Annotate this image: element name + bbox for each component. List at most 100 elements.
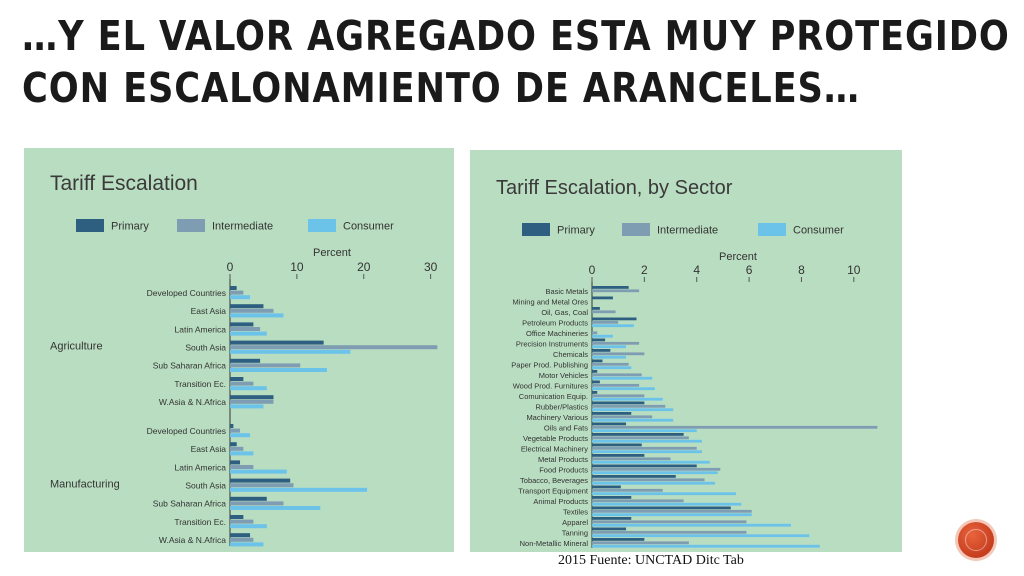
slide-title: …Y EL VALOR AGREGADO ESTA MUY PROTEGIDO …	[22, 10, 1010, 114]
right-chart-bar-13-0	[592, 422, 627, 426]
right-chart-category-label-0: Basic Metals	[545, 287, 588, 296]
right-chart-bar-9-2	[592, 387, 655, 391]
right-chart-bar-15-2	[592, 450, 702, 454]
right-chart-bar-9-1	[592, 383, 640, 387]
left-chart-bar-5-1	[230, 381, 254, 386]
right-chart-bar-9-0	[592, 380, 600, 384]
right-chart-bar-24-1	[592, 541, 689, 545]
right-chart-bar-20-2	[592, 502, 742, 506]
right-chart-bar-2-0	[592, 307, 600, 310]
right-chart-bar-22-2	[592, 523, 791, 527]
right-chart-category-label-9: Wood Prod. Furnitures	[513, 382, 589, 391]
left-chart-category-label-1: East Asia	[191, 306, 227, 316]
right-chart-bar-16-0	[592, 454, 645, 457]
right-chart-bar-19-0	[592, 485, 621, 489]
right-chart-bar-22-1	[592, 520, 747, 524]
right-chart-bar-7-0	[592, 359, 603, 363]
right-chart-category-label-5: Precision Instruments	[516, 340, 588, 349]
left-chart-bar-8-0	[230, 442, 237, 447]
right-chart-bar-14-1	[592, 436, 689, 440]
right-chart-bar-11-0	[592, 401, 645, 405]
right-chart-bar-24-2	[592, 544, 820, 548]
left-chart-legend-label-2: Consumer	[343, 221, 394, 233]
right-chart-bar-10-1	[592, 394, 645, 398]
source-note: 2015 Fuente: UNCTAD Ditc Tab	[558, 553, 744, 568]
right-chart-bar-21-1	[592, 509, 752, 513]
right-chart-legend-swatch-2	[758, 223, 786, 236]
right-chart-bar-11-2	[592, 408, 674, 412]
left-chart-legend-swatch-1	[177, 219, 205, 232]
right-chart-category-label-2: Oil, Gas, Coal	[541, 308, 588, 317]
right-chart-xlabel: Percent	[719, 251, 757, 263]
left-chart-legend-label-0: Primary	[111, 221, 149, 233]
left-chart-tick-label-0: 0	[227, 260, 234, 274]
left-chart-bar-10-1	[230, 483, 294, 488]
left-chart-bar-12-0	[230, 515, 244, 519]
left-chart-bar-9-0	[230, 460, 241, 465]
left-chart-bar-12-2	[230, 524, 267, 529]
right-chart-bar-14-0	[592, 433, 684, 436]
right-chart-bar-12-0	[592, 412, 632, 415]
next-slide-button[interactable]	[958, 522, 994, 558]
right-chart-bar-4-1	[592, 331, 598, 335]
left-chart-category-label-12: Transition Ec.	[174, 517, 226, 527]
left-chart-group-label-1: Manufacturing	[50, 479, 120, 491]
left-chart-category-label-11: Sub Saharan Africa	[153, 499, 227, 509]
right-chart-bar-19-2	[592, 492, 736, 496]
right-chart-bar-17-1	[592, 467, 721, 471]
left-chart-bar-3-1	[230, 345, 438, 350]
right-chart-title: Tariff Escalation, by Sector	[496, 177, 733, 199]
right-chart-category-label-16: Metal Products	[538, 455, 588, 464]
right-chart-bar-15-1	[592, 446, 697, 450]
right-chart-bar-15-0	[592, 443, 642, 447]
left-chart-bar-3-0	[230, 340, 324, 345]
right-chart-bar-11-1	[592, 404, 666, 408]
right-chart-bar-5-2	[592, 345, 627, 349]
right-chart-category-label-7: Paper Prod. Publishing	[511, 361, 588, 370]
right-chart-bar-12-2	[592, 418, 674, 422]
right-chart-category-label-19: Transport Equipment	[518, 487, 589, 496]
right-chart-bar-21-2	[592, 513, 752, 517]
left-chart-bar-9-1	[230, 465, 254, 469]
left-chart-bar-10-0	[230, 478, 291, 483]
left-chart-bar-1-2	[230, 313, 284, 318]
left-chart-bar-7-1	[230, 428, 241, 433]
left-chart-bar-5-0	[230, 377, 244, 381]
left-chart-bar-3-2	[230, 349, 351, 354]
left-chart-legend-swatch-2	[308, 219, 336, 232]
left-chart-category-label-13: W.Asia & N.Africa	[159, 535, 226, 545]
right-chart-category-label-3: Petroleum Products	[522, 319, 588, 328]
right-chart-bar-5-0	[592, 338, 606, 342]
right-chart-bar-2-1	[592, 310, 616, 314]
left-chart-bar-2-0	[230, 322, 254, 327]
left-chart-bar-6-1	[230, 399, 274, 404]
left-chart-bar-13-1	[230, 537, 254, 542]
right-chart-bar-18-1	[592, 478, 705, 482]
left-chart-category-label-8: East Asia	[191, 444, 227, 454]
left-chart-bar-10-2	[230, 487, 368, 492]
right-chart-bar-14-2	[592, 439, 702, 443]
left-chart-bar-6-2	[230, 404, 264, 409]
left-chart-bar-4-2	[230, 368, 327, 372]
right-chart-bar-0-1	[592, 289, 640, 293]
right-chart-bar-6-1	[592, 352, 645, 356]
right-chart-legend-label-2: Consumer	[793, 225, 844, 237]
left-chart-bar-7-2	[230, 433, 251, 438]
right-chart-bar-17-2	[592, 471, 718, 475]
left-chart-bar-0-2	[230, 295, 251, 300]
slide-title-line-1: …Y EL VALOR AGREGADO ESTA MUY PROTEGIDO	[22, 12, 1010, 60]
right-chart-bar-23-2	[592, 534, 810, 538]
right-chart-bar-24-0	[592, 538, 645, 541]
right-chart-category-label-6: Chemicals	[553, 350, 588, 359]
left-chart-bar-5-2	[230, 386, 267, 391]
right-chart-bar-7-1	[592, 362, 629, 366]
right-chart-bar-18-2	[592, 481, 716, 485]
left-chart-bar-11-1	[230, 501, 284, 506]
right-chart-category-label-22: Apparel	[562, 518, 588, 527]
right-chart-bar-4-2	[592, 334, 613, 338]
right-chart-category-label-10: Comunication Equip.	[519, 392, 588, 401]
right-chart-bar-16-2	[592, 460, 710, 464]
right-chart-bar-20-0	[592, 496, 632, 499]
left-chart-legend-swatch-0	[76, 219, 104, 232]
right-chart-tick-label-5: 10	[847, 263, 861, 277]
